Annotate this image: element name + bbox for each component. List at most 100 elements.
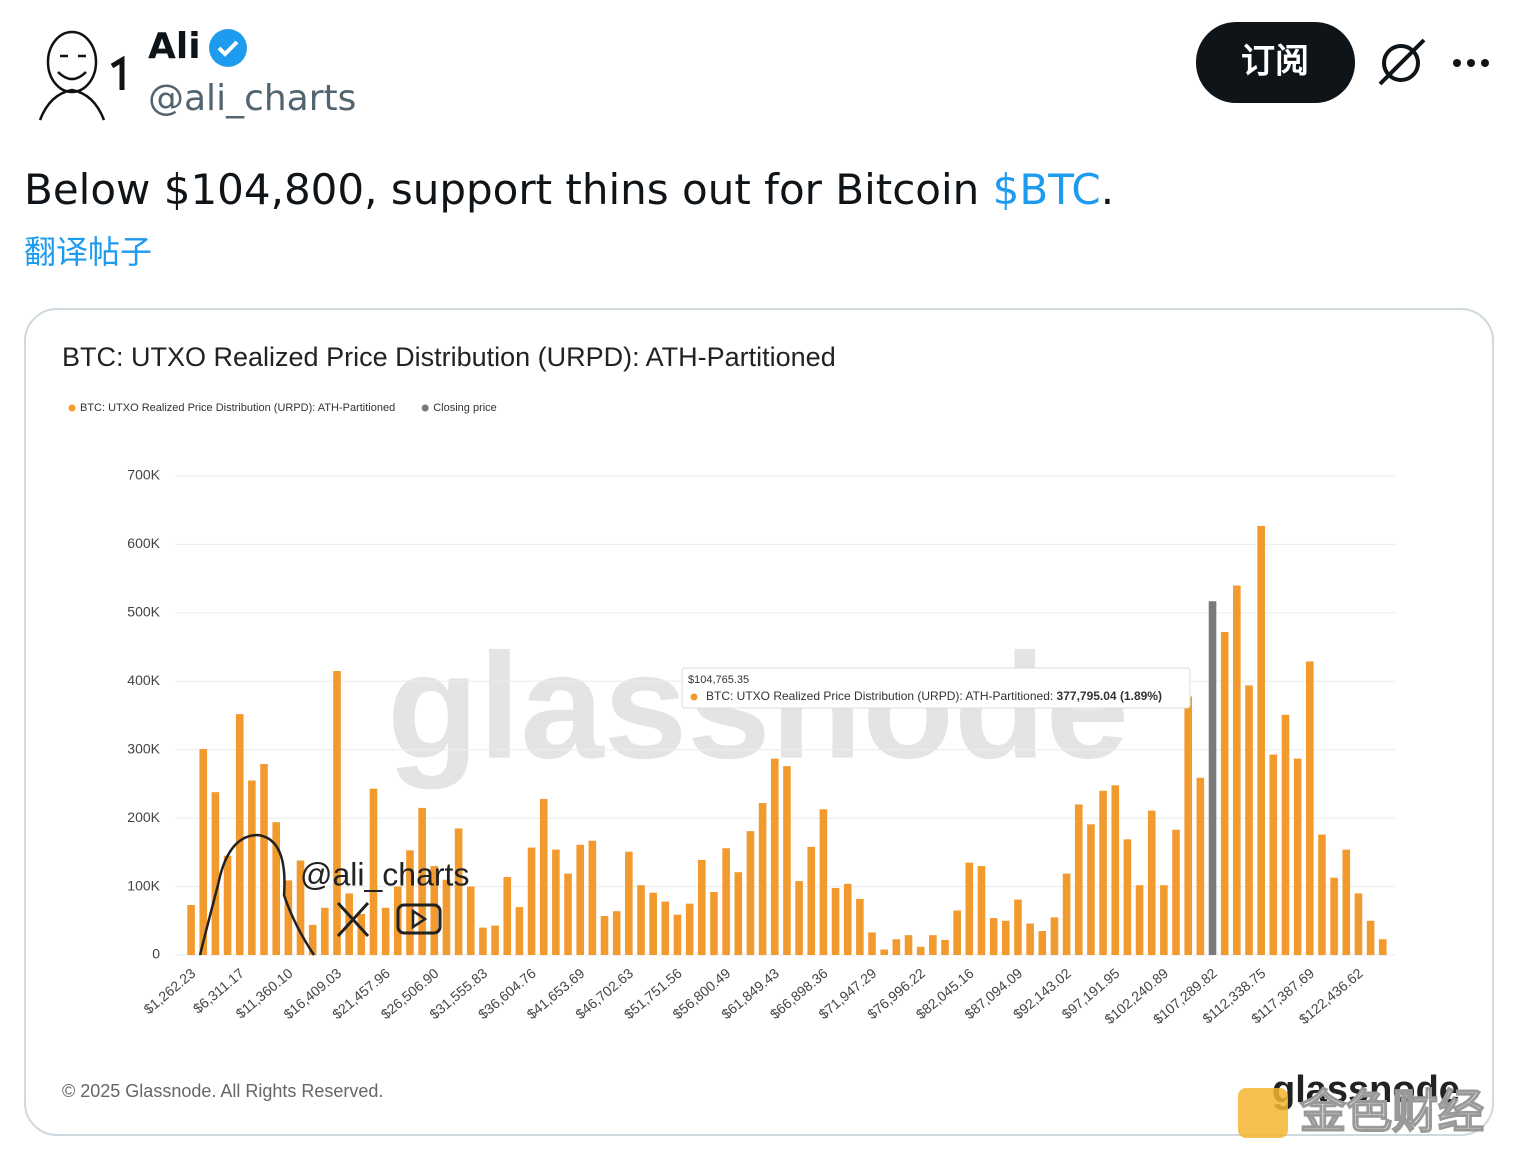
bar xyxy=(272,822,280,955)
bar xyxy=(1318,834,1326,955)
source-logo-icon xyxy=(1238,1088,1288,1138)
bar xyxy=(588,840,597,955)
bar xyxy=(1026,923,1034,955)
bar xyxy=(199,749,208,955)
bar xyxy=(1087,824,1095,955)
bar xyxy=(296,860,305,955)
bar xyxy=(539,798,548,955)
bar xyxy=(284,880,293,955)
author-handle[interactable]: @ali_charts xyxy=(148,78,356,119)
bar xyxy=(1147,810,1156,955)
bar xyxy=(235,714,244,955)
bar xyxy=(406,850,414,955)
bar xyxy=(564,873,572,955)
cashtag[interactable]: $BTC xyxy=(993,165,1101,214)
legend-marker xyxy=(421,404,429,412)
bar xyxy=(843,883,852,955)
bar xyxy=(321,907,329,955)
bar xyxy=(989,918,998,955)
subscribe-button[interactable] xyxy=(1196,22,1355,103)
bar xyxy=(1050,917,1059,955)
bar xyxy=(1196,777,1205,955)
y-tick-label: 400K xyxy=(127,672,160,688)
bar xyxy=(953,910,961,955)
bar xyxy=(904,935,913,955)
y-tick-label: 200K xyxy=(127,809,160,825)
bar xyxy=(710,892,718,955)
tooltip: $104,765.35 BTC: UTXO Realized Price Dis… xyxy=(681,667,1191,709)
more-icon[interactable] xyxy=(1453,59,1489,67)
tooltip-text: BTC: UTXO Realized Price Distribution (U… xyxy=(706,689,1162,703)
bar xyxy=(868,932,876,955)
bar xyxy=(1378,939,1387,955)
copyright: © 2025 Glassnode. All Rights Reserved. xyxy=(62,1081,383,1101)
bar xyxy=(491,925,499,955)
bar xyxy=(758,803,767,955)
bar xyxy=(357,913,366,955)
bar xyxy=(1354,893,1363,955)
bar xyxy=(1269,754,1278,955)
source-mark: 金色财经 xyxy=(1299,1085,1484,1139)
y-tick-label: 100K xyxy=(127,877,160,893)
bar xyxy=(1184,696,1192,955)
bar xyxy=(965,862,974,955)
bar xyxy=(1220,632,1229,955)
bar xyxy=(418,807,426,955)
author-overlay: @ali_charts xyxy=(198,833,469,956)
bar xyxy=(466,886,475,955)
author-name[interactable]: Ali xyxy=(148,26,201,67)
tooltip-label: BTC: UTXO Realized Price Distribution (U… xyxy=(706,689,1057,703)
subscribe-label[interactable]: 订阅 xyxy=(1241,42,1309,82)
bar xyxy=(369,788,378,955)
bar xyxy=(819,809,828,955)
bar xyxy=(795,881,803,955)
bar xyxy=(1002,920,1010,955)
bar xyxy=(649,892,657,955)
bar xyxy=(503,876,512,955)
bar xyxy=(479,927,487,955)
bar xyxy=(1330,877,1338,955)
tooltip-title: $104,765.35 xyxy=(688,674,749,686)
bar xyxy=(637,885,645,955)
bar xyxy=(831,887,840,955)
overlay-handle: @ali_charts xyxy=(300,856,469,892)
bar xyxy=(612,911,621,955)
bar xyxy=(248,780,256,955)
plot: 0100K200K300K400K500K600K700K$1,262.23$6… xyxy=(68,402,1395,1027)
bar xyxy=(977,866,986,955)
bar xyxy=(430,866,439,955)
bar xyxy=(442,879,451,955)
bar xyxy=(625,851,633,955)
post-end: . xyxy=(1101,165,1114,214)
tooltip-value: 377,795.04 (1.89%) xyxy=(1057,689,1162,703)
bar xyxy=(576,844,584,955)
y-tick-label: 0 xyxy=(152,946,160,962)
bar xyxy=(552,849,560,955)
logo: glassnode xyxy=(1272,1069,1460,1111)
grok-icon[interactable] xyxy=(1378,38,1426,86)
bar xyxy=(1160,885,1168,955)
bar xyxy=(746,831,755,955)
bar xyxy=(308,924,317,955)
bar xyxy=(1245,685,1253,955)
bar xyxy=(333,671,341,955)
post-body: Below $104,800, support thins out for Bi… xyxy=(24,165,993,214)
bar xyxy=(223,855,232,955)
y-tick-label: 700K xyxy=(127,467,160,483)
bar xyxy=(187,905,195,955)
bar xyxy=(1062,873,1071,955)
bar xyxy=(722,848,730,955)
bar xyxy=(1342,849,1351,955)
bar xyxy=(381,907,390,955)
avatar[interactable] xyxy=(24,24,128,128)
translate-link[interactable]: 翻译帖子 xyxy=(24,233,152,271)
y-tick-label: 500K xyxy=(127,604,160,620)
bar xyxy=(698,859,706,955)
bar xyxy=(260,764,268,955)
bar xyxy=(1208,601,1217,955)
bar xyxy=(929,935,937,955)
bar xyxy=(1111,785,1120,955)
legend-label: Closing price xyxy=(433,402,497,414)
